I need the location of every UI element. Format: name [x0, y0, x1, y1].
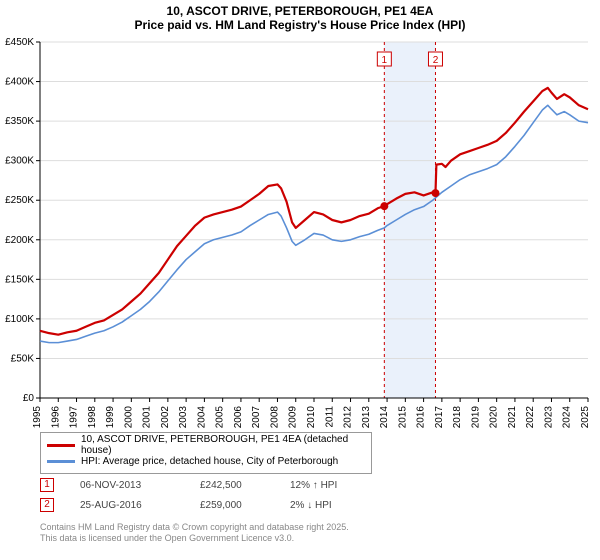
svg-text:2022: 2022	[525, 406, 536, 428]
svg-text:2020: 2020	[489, 406, 500, 428]
svg-text:2008: 2008	[269, 406, 280, 428]
svg-text:1997: 1997	[69, 406, 80, 428]
svg-text:1996: 1996	[50, 406, 61, 428]
svg-text:2006: 2006	[233, 406, 244, 428]
svg-text:2: 2	[433, 55, 439, 66]
marker-row-1: 1 06-NOV-2013 £242,500 12% ↑ HPI	[40, 475, 370, 495]
marker-date-1: 06-NOV-2013	[80, 480, 200, 491]
chart-area: £0 £50K £100K £150K £200K £250K £300K £350K £400…	[0, 38, 600, 428]
footnote: Contains HM Land Registry data © Crown c…	[40, 522, 349, 545]
svg-text:2011: 2011	[324, 406, 335, 428]
svg-text:1995: 1995	[32, 406, 43, 428]
svg-text:2025: 2025	[580, 406, 591, 428]
svg-text:2012: 2012	[343, 406, 354, 428]
marker-badge-2: 2	[40, 498, 54, 512]
svg-text:2013: 2013	[361, 406, 372, 428]
svg-text:2009: 2009	[288, 406, 299, 428]
chart-title-line1: 10, ASCOT DRIVE, PETERBOROUGH, PE1 4EA	[0, 0, 600, 18]
svg-text:£0: £0	[23, 393, 35, 404]
marker-pct-1: 12% ↑ HPI	[290, 480, 370, 491]
svg-text:1998: 1998	[87, 406, 98, 428]
marker-pct-2: 2% ↓ HPI	[290, 500, 370, 511]
marker-badge-1: 1	[40, 478, 54, 492]
svg-text:£350K: £350K	[5, 116, 34, 127]
marker-price-1: £242,500	[200, 480, 290, 491]
legend-label-2: HPI: Average price, detached house, City…	[81, 456, 338, 467]
svg-text:£100K: £100K	[5, 314, 34, 325]
svg-text:2024: 2024	[562, 406, 573, 428]
legend-row-2: HPI: Average price, detached house, City…	[47, 453, 365, 469]
svg-text:2001: 2001	[142, 406, 153, 428]
svg-text:2016: 2016	[416, 406, 427, 428]
svg-text:2023: 2023	[543, 406, 554, 428]
svg-text:2019: 2019	[470, 406, 481, 428]
svg-text:£450K: £450K	[5, 38, 34, 48]
legend-swatch-2	[47, 460, 75, 463]
svg-text:1: 1	[382, 55, 388, 66]
svg-text:2018: 2018	[452, 406, 463, 428]
marker-price-2: £259,000	[200, 500, 290, 511]
chart-container: 10, ASCOT DRIVE, PETERBOROUGH, PE1 4EA P…	[0, 0, 600, 560]
chart-title-line2: Price paid vs. HM Land Registry's House …	[0, 18, 600, 38]
svg-text:2002: 2002	[160, 406, 171, 428]
markers-table: 1 06-NOV-2013 £242,500 12% ↑ HPI 2 25-AU…	[40, 475, 370, 515]
legend-row-1: 10, ASCOT DRIVE, PETERBOROUGH, PE1 4EA (…	[47, 437, 365, 453]
svg-text:£150K: £150K	[5, 274, 34, 285]
footnote-line2: This data is licensed under the Open Gov…	[40, 533, 349, 544]
svg-text:£300K: £300K	[5, 156, 34, 167]
svg-text:£50K: £50K	[11, 353, 35, 364]
legend-swatch-1	[47, 444, 75, 447]
svg-text:2014: 2014	[379, 406, 390, 428]
svg-text:£250K: £250K	[5, 195, 34, 206]
marker-date-2: 25-AUG-2016	[80, 500, 200, 511]
svg-text:2017: 2017	[434, 406, 445, 428]
line-chart-svg: £0 £50K £100K £150K £200K £250K £300K £350K £400…	[0, 38, 600, 428]
legend-label-1: 10, ASCOT DRIVE, PETERBOROUGH, PE1 4EA (…	[81, 434, 365, 456]
svg-text:1999: 1999	[105, 406, 116, 428]
svg-text:2003: 2003	[178, 406, 189, 428]
footnote-line1: Contains HM Land Registry data © Crown c…	[40, 522, 349, 533]
svg-text:2010: 2010	[306, 406, 317, 428]
svg-text:2005: 2005	[215, 406, 226, 428]
svg-text:£400K: £400K	[5, 77, 34, 88]
svg-text:2000: 2000	[123, 406, 134, 428]
svg-text:2007: 2007	[251, 406, 262, 428]
svg-text:£200K: £200K	[5, 235, 34, 246]
legend: 10, ASCOT DRIVE, PETERBOROUGH, PE1 4EA (…	[40, 432, 372, 474]
svg-text:2015: 2015	[397, 406, 408, 428]
svg-text:2021: 2021	[507, 406, 518, 428]
svg-text:2004: 2004	[196, 406, 207, 428]
marker-row-2: 2 25-AUG-2016 £259,000 2% ↓ HPI	[40, 495, 370, 515]
